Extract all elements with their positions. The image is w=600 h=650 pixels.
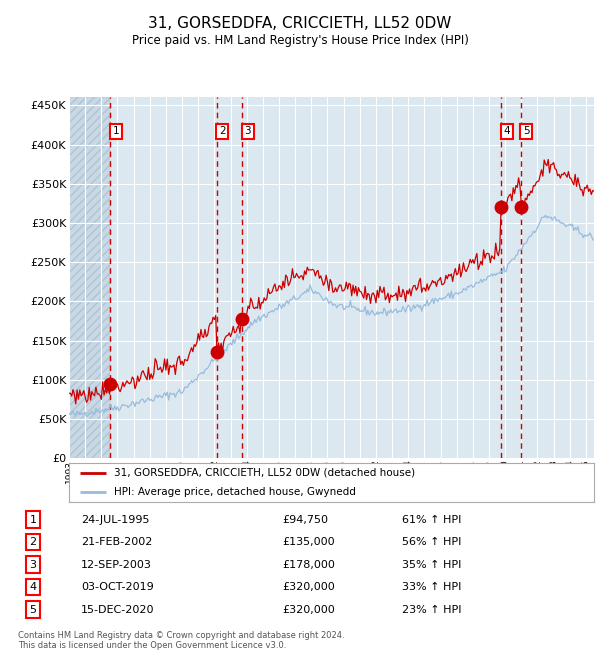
Text: £178,000: £178,000: [282, 560, 335, 569]
Text: 4: 4: [29, 582, 37, 592]
Text: This data is licensed under the Open Government Licence v3.0.: This data is licensed under the Open Gov…: [18, 641, 286, 650]
Text: £320,000: £320,000: [282, 582, 335, 592]
Text: 3: 3: [29, 560, 37, 569]
Text: 5: 5: [29, 604, 37, 614]
Text: 61% ↑ HPI: 61% ↑ HPI: [402, 515, 461, 525]
Text: 03-OCT-2019: 03-OCT-2019: [81, 582, 154, 592]
Text: 4: 4: [503, 126, 510, 136]
Text: 2: 2: [219, 126, 226, 136]
Text: £94,750: £94,750: [282, 515, 328, 525]
Text: 15-DEC-2020: 15-DEC-2020: [81, 604, 155, 614]
Text: £320,000: £320,000: [282, 604, 335, 614]
Text: 35% ↑ HPI: 35% ↑ HPI: [402, 560, 461, 569]
Text: 3: 3: [244, 126, 251, 136]
Text: Contains HM Land Registry data © Crown copyright and database right 2024.: Contains HM Land Registry data © Crown c…: [18, 630, 344, 640]
Text: £135,000: £135,000: [282, 537, 335, 547]
Text: 2: 2: [29, 537, 37, 547]
Text: 31, GORSEDDFA, CRICCIETH, LL52 0DW: 31, GORSEDDFA, CRICCIETH, LL52 0DW: [148, 16, 452, 31]
Text: HPI: Average price, detached house, Gwynedd: HPI: Average price, detached house, Gwyn…: [113, 487, 355, 497]
Text: 21-FEB-2002: 21-FEB-2002: [81, 537, 152, 547]
Text: 56% ↑ HPI: 56% ↑ HPI: [402, 537, 461, 547]
Text: 23% ↑ HPI: 23% ↑ HPI: [402, 604, 461, 614]
Text: 33% ↑ HPI: 33% ↑ HPI: [402, 582, 461, 592]
Text: 1: 1: [113, 126, 119, 136]
Text: 12-SEP-2003: 12-SEP-2003: [81, 560, 152, 569]
Text: Price paid vs. HM Land Registry's House Price Index (HPI): Price paid vs. HM Land Registry's House …: [131, 34, 469, 47]
Text: 1: 1: [29, 515, 37, 525]
Text: 31, GORSEDDFA, CRICCIETH, LL52 0DW (detached house): 31, GORSEDDFA, CRICCIETH, LL52 0DW (deta…: [113, 467, 415, 478]
Text: 5: 5: [523, 126, 530, 136]
Text: 24-JUL-1995: 24-JUL-1995: [81, 515, 149, 525]
Bar: [69, 98, 110, 458]
